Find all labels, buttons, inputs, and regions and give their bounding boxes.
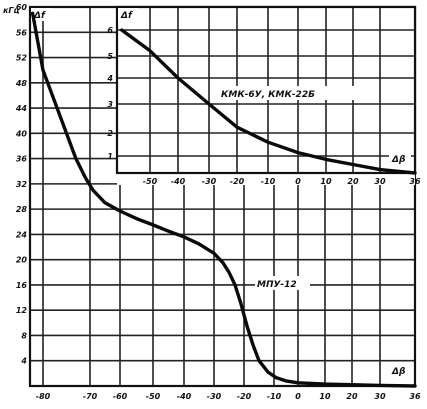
main-y-tick-2: 12	[16, 306, 28, 315]
main-x-tick-11: 30	[374, 392, 386, 401]
inset-y-tick-4: 5	[107, 52, 113, 61]
inset-x-tick-5: 0	[295, 177, 301, 186]
main-x-tick-1: -70	[83, 392, 98, 401]
main-y-tick-7: 32	[16, 180, 28, 189]
inset-x-tick-3: -20	[230, 177, 245, 186]
main-xlabel: Δβ	[391, 367, 405, 377]
main-y-tick-1: 8	[21, 331, 27, 340]
inset-xlabel: Δβ	[391, 155, 405, 165]
main-y-tick-5: 24	[16, 230, 28, 239]
inset-x-tick-8: 30	[374, 177, 386, 186]
main-x-tick-8: 0	[295, 392, 301, 401]
inset-plot: 1 2 3 4 5 6 -50 -40 -30 -20 -10 0 10 20 30 36 Δf Δβ КМК-6У…	[106, 5, 421, 186]
main-y-tick-9: 40	[15, 129, 28, 138]
main-y-unit: кГц	[3, 6, 20, 15]
series-label-mpu-12-bg	[255, 276, 310, 290]
main-ylabel-bg	[31, 8, 51, 21]
series-label-kmk-bg	[218, 86, 361, 100]
main-y-tick-4: 20	[16, 256, 28, 265]
main-y-tick-8: 36	[16, 155, 28, 164]
inset-x-tick-1: -40	[171, 177, 186, 186]
main-x-tick-2: -60	[113, 392, 128, 401]
main-x-tick-9: 10	[319, 392, 331, 401]
inset-xlabel-bg	[389, 152, 411, 165]
main-x-tick-6: -20	[237, 392, 252, 401]
inset-ylabel: Δf	[120, 11, 133, 21]
main-ylabel: Δf	[33, 11, 46, 21]
inset-y-tick-0: 1	[107, 152, 113, 161]
inset-y-tick-1: 2	[107, 129, 113, 138]
main-y-tick-6: 28	[16, 205, 28, 214]
inset-x-tick-6: 10	[320, 177, 332, 186]
inset-y-tick-2: 3	[107, 100, 113, 109]
main-y-tick-10: 44	[15, 104, 28, 113]
inset-frame	[115, 5, 417, 175]
main-x-tick-10: 20	[346, 392, 358, 401]
series-label-mpu-12: МПУ-12	[257, 280, 297, 290]
main-y-tick-14: 60	[16, 3, 28, 12]
series-line-kmk	[120, 28, 417, 175]
main-xlabel-bg	[389, 364, 411, 377]
main-x-tick-12: 36	[409, 392, 421, 401]
main-x-tick-5: -30	[207, 392, 222, 401]
inset-x-tick-9: 36	[409, 177, 421, 186]
inset-x-tick-4: -10	[261, 177, 276, 186]
main-y-tick-3: 16	[16, 281, 28, 290]
main-x-tick-7: -10	[267, 392, 282, 401]
main-y-tick-13: 56	[16, 28, 28, 37]
series-line-mpu-12	[30, 11, 417, 388]
main-x-tick-0: -80	[36, 392, 51, 401]
series-label-kmk: КМК-6У, КМК-22Б	[221, 90, 315, 100]
main-y-tick-11: 48	[15, 79, 28, 88]
inset-x-tick-0: -50	[143, 177, 158, 186]
main-x-tick-4: -40	[177, 392, 192, 401]
main-y-tick-0: 4	[20, 357, 27, 366]
inset-x-tick-7: 20	[347, 177, 359, 186]
inset-y-tick-3: 4	[106, 74, 113, 83]
inset-x-tick-2: -30	[202, 177, 217, 186]
inset-ylabel-bg	[118, 8, 138, 21]
inset-y-tick-5: 6	[107, 26, 113, 35]
main-y-tick-12: 52	[16, 54, 28, 63]
main-x-tick-3: -50	[146, 392, 161, 401]
